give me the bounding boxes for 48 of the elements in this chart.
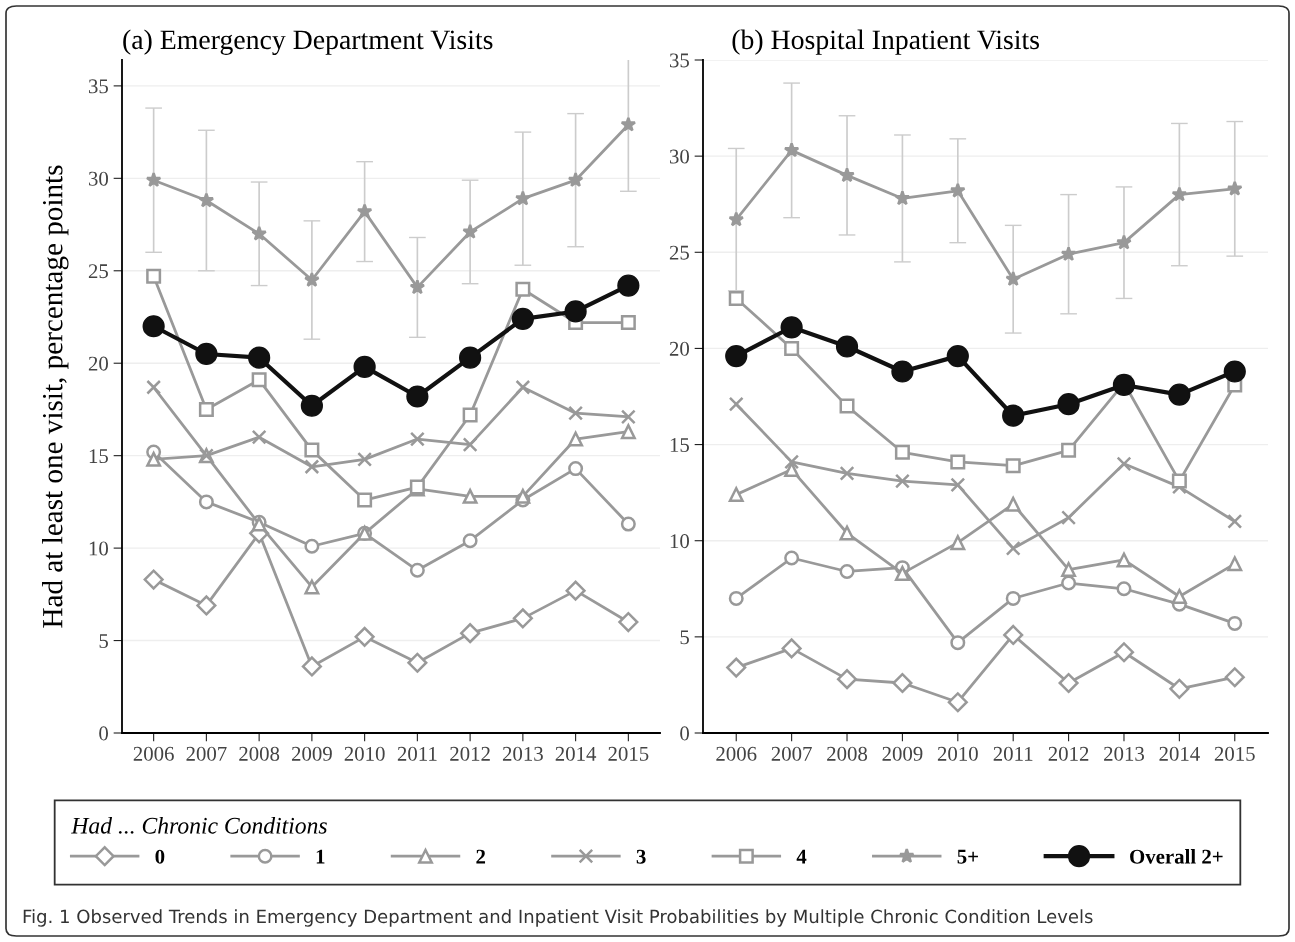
x-tick-label: 2009 (291, 746, 332, 761)
x-tick-label: 2007 (186, 746, 227, 761)
legend-label: Overall 2+ (1130, 849, 1223, 864)
x-tick-label: 2014 (555, 746, 597, 761)
y-tick-label: 35 (88, 79, 108, 94)
x-tick-label: 2006 (716, 746, 757, 761)
y-tick-label: 30 (88, 171, 109, 186)
x-tick-label: 2006 (133, 746, 174, 761)
x-tick-label: 2015 (1214, 746, 1255, 761)
x-tick-label: 2014 (1159, 746, 1200, 761)
chart-title: (a) Emergency Department Visits (123, 29, 493, 55)
y-tick-label: 15 (89, 449, 108, 464)
x-tick-label: 2010 (937, 746, 978, 761)
x-tick-label: 2012 (450, 746, 490, 761)
y-tick-label: 15 (670, 438, 689, 452)
y-axis-title: Had at least one visit, percentage points (42, 165, 69, 628)
caption: Fig. 1 Observed Trends in Emergency Department and Inpatient Visit Probabilities by Multiple Chronic Condition Levels (23, 909, 1093, 927)
x-tick-label: 2008 (239, 746, 280, 761)
x-tick-label: 2011 (397, 746, 437, 761)
y-tick-label: 0 (99, 726, 109, 741)
y-tick-label: 25 (88, 264, 108, 279)
y-tick-label: 5 (680, 630, 689, 645)
x-tick-label: 2007 (771, 746, 812, 761)
chart-title: (b) Hospital Inpatient Visits (732, 29, 1040, 55)
x-tick-label: 2011 (993, 746, 1033, 761)
y-tick-label: 0 (680, 726, 690, 741)
y-tick-label: 20 (669, 341, 690, 356)
y-tick-label: 5 (99, 634, 108, 648)
y-tick-label: 30 (669, 149, 690, 164)
y-tick-label: 20 (88, 356, 109, 371)
y-tick-label: 10 (89, 541, 109, 556)
legend-label: 1 (316, 849, 325, 864)
legend-label: 3 (636, 849, 646, 864)
legend-title: Had ... Chronic Conditions (71, 817, 327, 834)
y-tick-label: 10 (670, 534, 690, 549)
legend-label: 4 (796, 849, 807, 864)
y-tick-label: 35 (669, 53, 689, 68)
y-tick-label: 25 (669, 245, 689, 260)
x-tick-label: 2010 (344, 746, 385, 761)
x-tick-label: 2013 (502, 746, 543, 761)
legend-label: 5+ (957, 849, 978, 864)
x-tick-label: 2015 (608, 746, 649, 761)
x-tick-label: 2013 (1104, 746, 1144, 761)
x-tick-label: 2009 (882, 746, 923, 761)
legend-label: 2 (476, 849, 486, 864)
x-tick-label: 2012 (1048, 746, 1089, 761)
x-tick-label: 2008 (827, 746, 868, 761)
legend-label: 0 (155, 849, 165, 864)
